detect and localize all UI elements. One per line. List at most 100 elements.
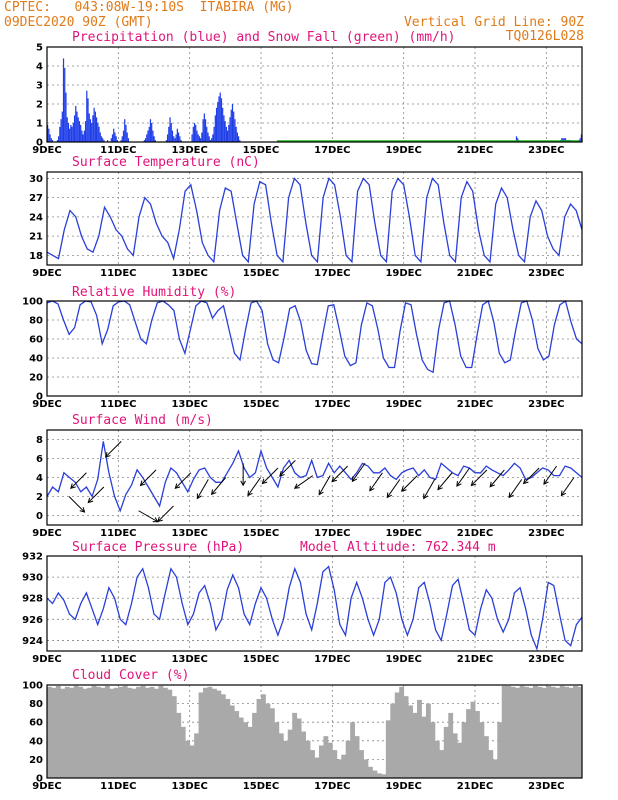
y-tick-label: 930	[22, 573, 43, 584]
precip-bar	[173, 136, 175, 142]
x-tick-label: 21DEC	[457, 654, 493, 665]
cloud-bar	[345, 740, 351, 778]
precip-bar	[88, 113, 90, 142]
wind-arrow	[489, 469, 505, 488]
wind-arrow	[247, 477, 261, 496]
y-tick-label: 100	[22, 297, 43, 308]
cloud-bar	[368, 766, 373, 778]
cloud-bar	[100, 687, 106, 778]
precip-bar	[82, 134, 84, 142]
x-tick-label: 19DEC	[385, 268, 421, 279]
y-tick-label: 3	[36, 81, 43, 92]
wind-arrow-head	[261, 478, 268, 485]
x-tick-label: 17DEC	[314, 781, 350, 792]
precip-bar	[102, 138, 104, 142]
x-tick-label: 13DEC	[171, 528, 207, 539]
x-tick-label: 11DEC	[100, 399, 136, 410]
y-tick-label: 0	[36, 138, 43, 149]
precip-bar	[213, 126, 215, 142]
precip-bar	[191, 134, 193, 142]
wind-arrow	[68, 496, 85, 513]
cloud-bar	[87, 687, 92, 778]
x-tick-label: 23DEC	[528, 145, 564, 156]
panel-title-3: Surface Wind (m/s)	[72, 413, 213, 428]
cloud-bar	[457, 742, 463, 778]
cloud-bar	[47, 686, 52, 778]
cloud-bar	[510, 686, 516, 778]
cloud-bar	[189, 745, 195, 778]
precip-bar	[50, 138, 52, 142]
precip-bar	[127, 138, 130, 142]
precip-bar	[121, 136, 123, 142]
cloud-bar	[261, 694, 266, 778]
precip-bar	[579, 138, 581, 142]
precip-bar	[64, 67, 66, 142]
precip-bar	[99, 132, 101, 142]
precip-bar	[114, 132, 116, 142]
cloud-bar	[341, 754, 347, 778]
precip-bar	[580, 134, 582, 142]
precip-bar	[87, 98, 89, 142]
precip-bar	[223, 115, 225, 142]
cloud-bar	[417, 699, 422, 778]
x-tick-label: 17DEC	[314, 528, 350, 539]
wind-arrow-head	[293, 483, 300, 489]
precip-bar	[67, 123, 70, 142]
y-tick-label: 2	[36, 100, 43, 111]
x-tick-label: 23DEC	[528, 528, 564, 539]
precip-bar	[239, 140, 241, 142]
panel-frame-2	[46, 300, 583, 397]
y-tick-label: 932	[22, 552, 43, 563]
precip-bar	[124, 119, 126, 142]
precip-bar	[58, 136, 60, 142]
y-tick-label: 924	[22, 636, 43, 647]
wind-arrow	[279, 460, 296, 477]
precip-bar	[233, 111, 235, 142]
series-line-2	[46, 299, 583, 374]
cloud-bar	[577, 686, 583, 778]
precip-bar	[174, 138, 176, 142]
precip-bar	[154, 140, 156, 142]
cloud-bar	[265, 703, 271, 778]
panel-frame-0	[46, 46, 583, 143]
cloud-bar	[532, 685, 538, 778]
precip-bar	[89, 119, 92, 142]
header-grid-line: Vertical Grid Line: 90Z	[403, 15, 584, 30]
panel-annotation-4: Model Altitude: 762.344 m	[300, 540, 496, 555]
cloud-bar	[332, 750, 338, 778]
precip-bar	[175, 134, 177, 142]
precip-bar	[204, 119, 207, 142]
wind-arrow	[318, 475, 331, 495]
cloud-bar	[541, 687, 547, 778]
cloud-bar	[310, 750, 315, 778]
cloud-bar	[256, 698, 262, 778]
wind-arrow-head	[196, 493, 202, 500]
cloud-bar	[229, 705, 235, 778]
x-tick-label: 19DEC	[385, 654, 421, 665]
precip-bar	[71, 126, 73, 142]
precip-bar	[211, 138, 213, 142]
wind-arrow	[401, 475, 418, 492]
x-tick-label: 15DEC	[243, 268, 279, 279]
cloud-bar	[185, 740, 191, 778]
wind-arrow-head	[318, 489, 324, 496]
cloud-bar	[176, 712, 182, 778]
cloud-bar	[479, 722, 485, 778]
wind-arrow-head	[508, 492, 514, 499]
panel-title-2: Relative Humidity (%)	[72, 285, 236, 300]
y-tick-label: 40	[29, 736, 43, 747]
precip-bar	[228, 124, 230, 142]
cloud-bar	[154, 688, 159, 778]
precip-bar	[202, 119, 204, 142]
precip-bar	[563, 138, 565, 142]
precip-bar	[146, 134, 148, 142]
precip-bar	[72, 123, 74, 142]
cloud-bar	[167, 689, 173, 778]
cloud-bar	[475, 711, 480, 778]
precip-bar	[219, 92, 221, 142]
cloud-bar	[269, 708, 275, 778]
cloud-bar	[372, 770, 378, 778]
cloud-bar	[434, 740, 440, 778]
x-tick-label: 15DEC	[243, 654, 279, 665]
x-tick-label: 9DEC	[32, 399, 61, 410]
